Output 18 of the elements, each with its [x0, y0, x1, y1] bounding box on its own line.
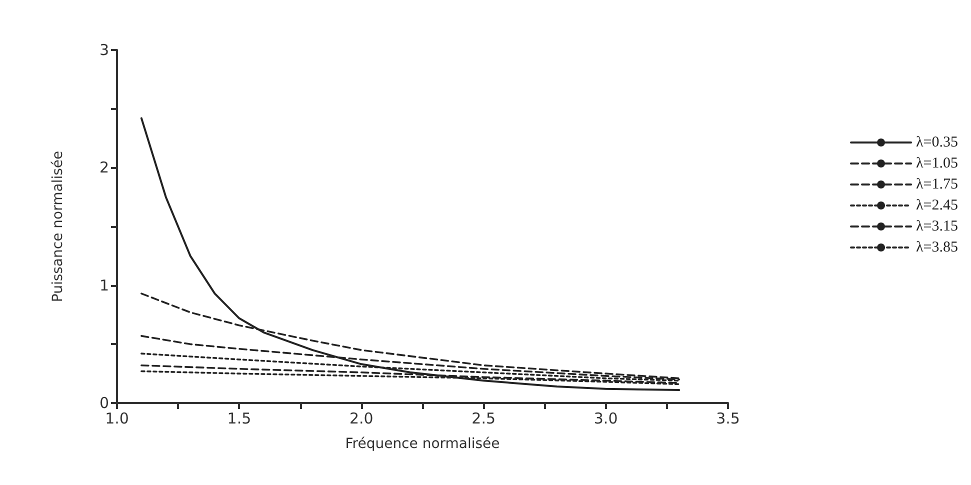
legend-label: λ=3.15	[916, 218, 958, 234]
y-tick-label: 0	[99, 394, 109, 412]
x-axis-title: Fréquence normalisée	[345, 436, 500, 452]
legend-label: λ=1.75	[916, 176, 958, 192]
x-tick-label: 2.0	[349, 410, 374, 428]
legend-label: λ=2.45	[916, 198, 958, 214]
y-axis-title: Puissance normalisée	[50, 150, 66, 302]
y-tick-label: 3	[99, 41, 109, 59]
x-tick-label: 1.0	[105, 410, 129, 428]
y-tick-label: 2	[99, 158, 109, 177]
x-tick-label: 3.5	[716, 410, 740, 428]
legend-label: λ=3.85	[916, 240, 958, 256]
y-tick-label: 1	[99, 276, 109, 294]
x-tick-label: 1.5	[227, 410, 252, 428]
legend-label: λ=0.35	[916, 134, 958, 150]
x-tick-label: 2.5	[472, 410, 496, 428]
x-tick-label: 3.0	[594, 410, 618, 428]
legend-label: λ=1.05	[916, 156, 958, 172]
